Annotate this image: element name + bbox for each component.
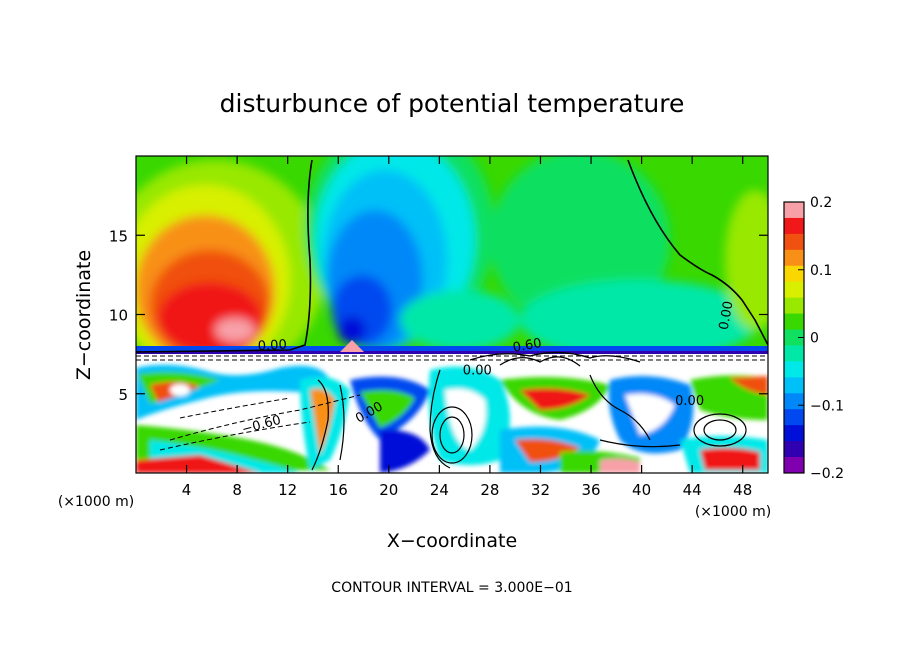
x-tick-label: 4 <box>182 481 192 499</box>
x-tick-label: 8 <box>232 481 242 499</box>
x-tick-label: 44 <box>683 481 702 499</box>
colorbar-swatch <box>784 265 804 283</box>
colorbar-swatch <box>784 409 804 426</box>
contour-lines <box>136 159 768 471</box>
x-tick-label: 32 <box>531 481 550 499</box>
colorbar-swatch <box>784 281 804 299</box>
colorbar-swatch <box>784 441 804 458</box>
x-tick-label: 40 <box>632 481 651 499</box>
colorbar-swatch <box>784 425 804 442</box>
x-unit-left: (×1000 m) <box>58 494 134 510</box>
y-tick-label: 15 <box>109 227 128 245</box>
lower-field <box>136 364 768 473</box>
x-tick-label: 12 <box>278 481 297 499</box>
colorbar-swatch <box>784 345 804 362</box>
colorbar-tick-label: −0.2 <box>810 466 844 482</box>
colorbar-swatch <box>784 202 804 219</box>
x-tick-label: 20 <box>379 481 398 499</box>
colorbar-swatch <box>784 377 804 394</box>
colorbar-swatch <box>784 361 804 378</box>
x-axis: 4 8 12 16 20 24 28 32 36 40 44 48 <box>182 156 752 499</box>
contour-label: 0.60 <box>512 336 543 356</box>
contour-interval-note: CONTOUR INTERVAL = 3.000E−01 <box>331 580 572 596</box>
y-tick-label: 10 <box>109 307 128 325</box>
y-axis: 5 10 15 <box>109 227 768 404</box>
x-tick-label: 16 <box>329 481 348 499</box>
colorbar-tick-label: 0 <box>810 331 819 347</box>
colorbar-tick-label: 0.2 <box>810 195 832 211</box>
x-tick-label: 24 <box>430 481 449 499</box>
y-tick-label: 5 <box>118 386 128 404</box>
contour-label: 0.00 <box>717 300 737 331</box>
contour-label: 0.00 <box>675 394 704 409</box>
colorbar-swatch <box>784 297 804 315</box>
y-axis-label: Z−coordinate <box>73 250 95 380</box>
colorbar-swatch <box>784 313 804 331</box>
boundary-band <box>136 346 768 351</box>
x-axis-label: X−coordinate <box>387 530 517 552</box>
colorbar-swatch <box>784 233 804 251</box>
colorbar-tick-label: 0.1 <box>810 263 832 279</box>
colorbar-swatch <box>784 249 804 267</box>
x-unit-right: (×1000 m) <box>695 504 771 520</box>
colorbar-swatch <box>784 393 804 410</box>
colorbar: 0.2 0.1 0 −0.1 −0.2 <box>783 195 844 482</box>
contour-label: 0.00 <box>463 364 492 379</box>
colorbar-swatch <box>784 457 804 474</box>
x-tick-label: 48 <box>733 481 752 499</box>
plot-area <box>136 156 768 473</box>
x-tick-label: 28 <box>480 481 499 499</box>
colorbar-swatch <box>784 329 804 346</box>
contour-label: 0.00 <box>257 338 287 354</box>
colorbar-tick-label: −0.1 <box>810 398 844 414</box>
chart-title: disturbunce of potential temperature <box>220 89 685 118</box>
x-tick-label: 36 <box>581 481 600 499</box>
colorbar-swatch <box>784 217 804 235</box>
upper-field <box>136 156 768 380</box>
